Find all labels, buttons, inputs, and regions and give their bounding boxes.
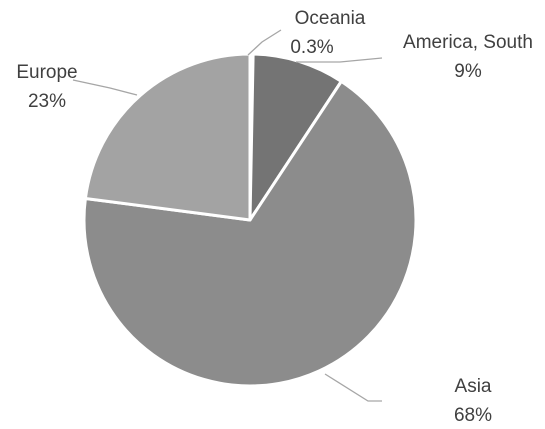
leader-lines [72,29,383,402]
leader-line-asia [324,373,382,402]
pie-slices [82,52,418,388]
slice-percent-asia: 68% [454,405,492,426]
pie-slice-asia [82,79,418,388]
slice-label-europe: Europe [16,62,77,83]
slice-label-america-south: America, South [403,32,533,53]
leader-line-oceania [247,29,282,56]
slice-label-oceania: Oceania [295,8,366,29]
leader-line-europe [72,79,138,96]
pie-slice-europe [83,52,252,222]
slice-percent-europe: 23% [28,91,66,112]
slice-label-asia: Asia [455,376,492,397]
slice-percent-oceania: 0.3% [290,37,333,58]
leader-line-america-south [296,57,383,63]
slice-labels: Oceania 0.3% America, South 9% Asia 68% Europe… [16,8,533,426]
slice-percent-america-south: 9% [454,61,482,82]
